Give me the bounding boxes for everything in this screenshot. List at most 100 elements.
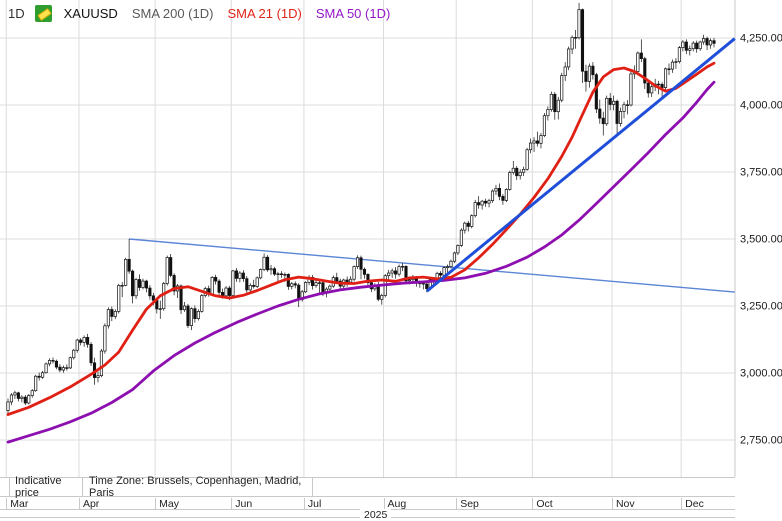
year-label: 2025 [360,509,392,521]
x-axis-year: 2025 [0,509,735,521]
month-label: Dec [685,498,704,510]
candle-body [13,392,17,396]
candle-body [563,66,567,76]
candle-body [553,93,557,113]
candle-body [89,343,93,364]
candle-body [570,37,574,50]
candle-body [151,295,155,301]
candle-body [511,167,515,173]
candle-body [463,222,467,231]
candle-body [501,196,505,201]
candle-body [6,401,10,411]
candle-body [515,167,519,177]
candle-body [615,100,619,124]
candle-body [359,257,363,270]
candle-body [54,360,59,368]
candle-body [522,168,526,173]
candle-body [227,287,232,296]
candle-body [106,309,110,327]
sma-21-line[interactable] [6,61,716,416]
candle-body [508,172,512,190]
candle-body [698,41,702,50]
month-tick [383,498,385,510]
candle-body [141,280,145,288]
candle-body [162,283,166,310]
candle-body [708,40,713,46]
candle-body [497,187,501,197]
candle-body [79,339,83,343]
candle-body [134,279,138,297]
candle-body [182,305,187,311]
candle-body [30,390,34,396]
month-label: Mar [10,498,29,510]
candle-body [397,266,401,275]
candle-body [189,308,193,326]
candle-body [41,372,45,378]
candle-body [577,9,581,39]
candle-body [705,38,709,46]
month-label: Jul [307,498,322,510]
indicator-sma50-label[interactable]: SMA 50 (1D) [315,6,391,21]
candle-body [529,142,533,151]
symbol-label[interactable]: XAUUSD [63,6,118,21]
candle-body [542,115,546,136]
candle-body [231,270,235,296]
x-axis-months[interactable]: Mar Apr May Jun Jul Aug Sep Oct Nov Dec [0,498,735,510]
candle-body [480,200,484,206]
candle-body [657,83,661,86]
candle-body [272,268,277,275]
month-tick [6,498,8,510]
indicator-sma21-label[interactable]: SMA 21 (1D) [227,6,302,21]
trendline-descending[interactable] [129,238,735,293]
candle-body [276,273,280,275]
candle-body [380,295,384,300]
candle-body [321,282,325,293]
candle-body [172,275,176,292]
candle-body [124,259,128,286]
candle-body [487,200,491,204]
candle-body [681,41,685,48]
candle-body [494,187,498,192]
candle-body [473,202,477,217]
candle-body [425,283,429,289]
candle-body [518,171,522,177]
sma-50-line[interactable] [6,80,716,444]
candle-body [252,285,256,287]
candle-body [68,357,72,369]
month-label: Nov [615,498,635,510]
candle-body [82,337,86,343]
month-tick [456,498,458,510]
candle-body [20,396,24,399]
candle-body [404,265,408,282]
candle-body [179,285,183,311]
timeframe-selector[interactable]: 1D [8,6,25,21]
price-chart[interactable]: 4,250.00 4,000.00 3,750.00 3,500.00 3,250.00… [0,0,782,477]
y-axis-label: 3,750.00 [740,167,782,179]
candle-body [158,308,162,310]
trendline-ascending[interactable] [425,37,736,293]
candle-body [210,276,214,295]
candle-body [639,52,643,59]
candle-body [400,265,405,268]
candle-body [660,84,664,88]
candle-body [120,285,124,287]
candle-body [619,111,623,124]
candle-body [345,279,349,283]
candle-body [407,279,412,282]
candle-body [677,47,681,62]
candle-body [466,222,470,227]
candle-body [390,270,394,274]
candle-body [352,266,356,280]
month-tick [231,498,233,510]
candle-body [591,65,595,76]
y-axis-label: 4,000.00 [740,100,782,112]
candle-body [61,367,65,371]
candle-body [598,108,602,119]
candlestick-series[interactable] [6,2,716,416]
chart-legend: 1D XAUUSD SMA 200 (1D) SMA 21 (1D) SMA 5… [8,5,390,22]
candle-body [567,48,571,68]
indicator-sma200-label[interactable]: SMA 200 (1D) [131,6,214,21]
candle-body [262,256,266,270]
candle-body [186,305,190,326]
candle-body [304,282,308,293]
